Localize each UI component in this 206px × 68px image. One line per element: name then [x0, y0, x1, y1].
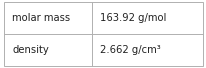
Text: 163.92 g/mol: 163.92 g/mol	[99, 13, 165, 23]
Text: density: density	[12, 45, 49, 55]
Text: 2.662 g/cm³: 2.662 g/cm³	[99, 45, 160, 55]
Text: molar mass: molar mass	[12, 13, 70, 23]
